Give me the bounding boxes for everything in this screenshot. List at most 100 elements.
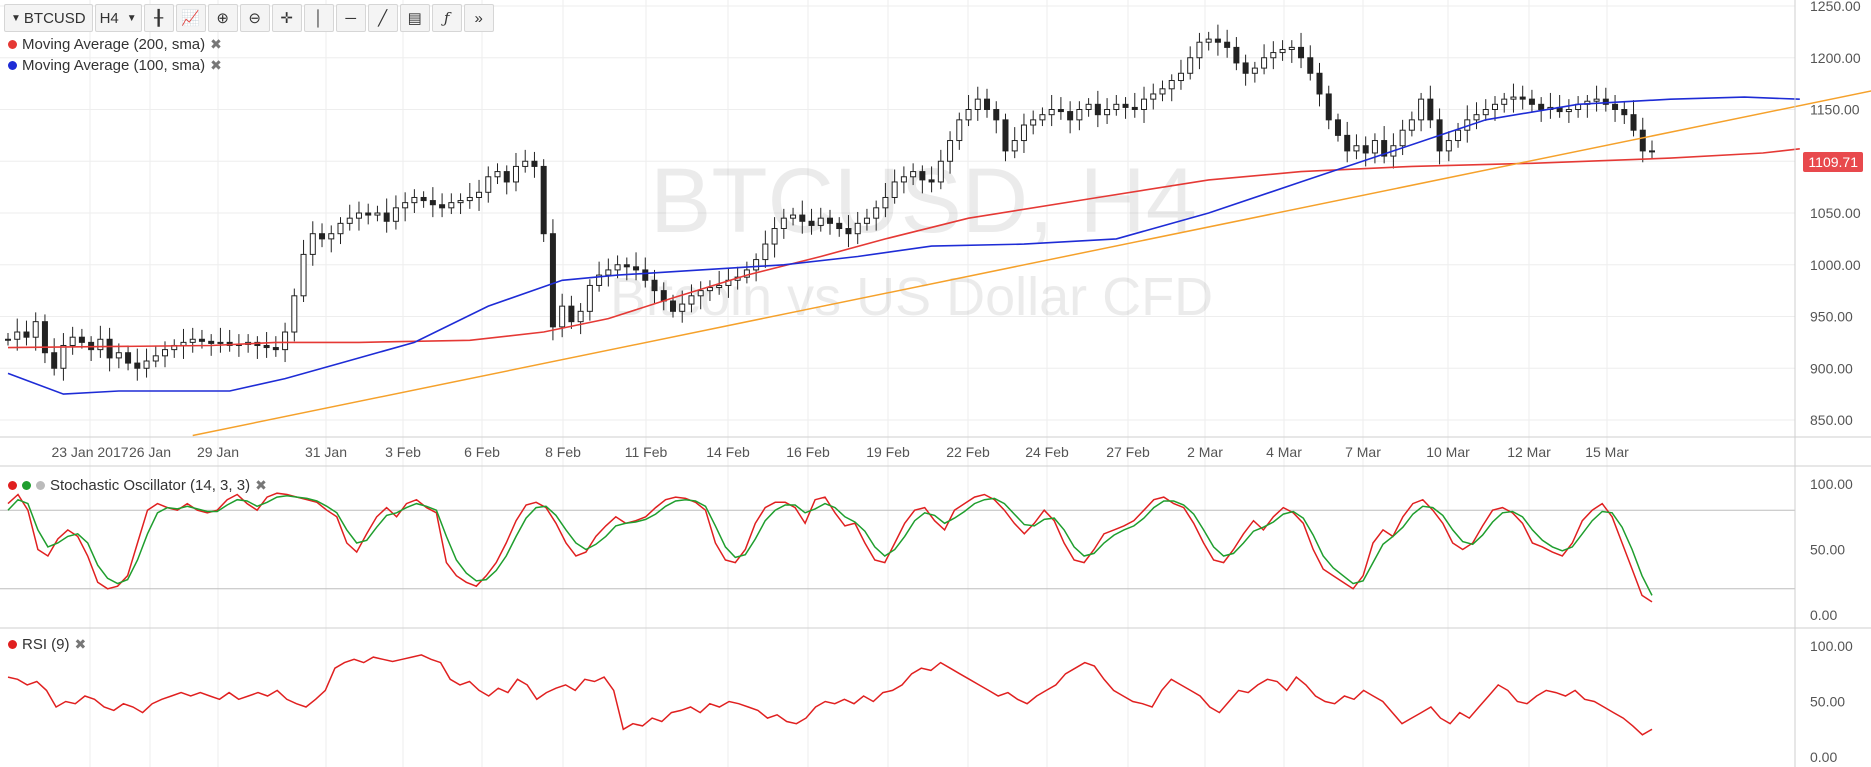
candle xyxy=(540,159,547,242)
indicators-button[interactable]: 📈 xyxy=(175,4,206,32)
candle-body xyxy=(531,160,538,167)
candle xyxy=(1455,122,1462,148)
candle xyxy=(328,225,335,253)
candle-body xyxy=(485,176,492,193)
candle xyxy=(1612,95,1619,122)
formula-icon: ƒ xyxy=(443,9,450,27)
candle xyxy=(780,208,787,239)
candle xyxy=(1575,96,1582,118)
candle xyxy=(993,101,1000,134)
legend-ma200[interactable]: Moving Average (200, sma) ✖ xyxy=(8,36,222,53)
candle-body xyxy=(937,160,944,183)
candle xyxy=(235,334,242,357)
candle xyxy=(1639,117,1646,163)
watermark-subtitle: Bitcoin vs US Dollar CFD xyxy=(610,267,1213,327)
candle xyxy=(1205,31,1212,51)
candle xyxy=(1381,126,1388,164)
remove-rsi-icon[interactable]: ✖ xyxy=(74,636,87,652)
candle-body xyxy=(125,352,132,364)
x-tick-label: 15 Mar xyxy=(1585,444,1629,460)
candle-body xyxy=(282,331,289,351)
candle-body xyxy=(1048,109,1055,116)
candle xyxy=(512,152,519,192)
candle-body xyxy=(1187,57,1194,74)
candle xyxy=(1298,32,1305,69)
interval-select[interactable]: H4 ▼ xyxy=(94,4,142,32)
candle-body xyxy=(596,274,603,286)
candle-body xyxy=(1316,72,1323,95)
candle xyxy=(762,230,769,268)
candle-body xyxy=(476,191,483,198)
horizontal-line-button[interactable]: ─ xyxy=(335,4,366,32)
candle-body xyxy=(1141,98,1148,111)
candle xyxy=(559,293,566,338)
legend-stochastic[interactable]: Stochastic Oscillator (14, 3, 3) ✖ xyxy=(8,477,267,494)
candle xyxy=(586,279,593,321)
candle xyxy=(291,288,298,342)
candle xyxy=(420,191,427,208)
formula-button[interactable]: ƒ xyxy=(431,4,462,32)
candle-body xyxy=(1362,145,1369,154)
candle-body xyxy=(577,310,584,323)
candle-body xyxy=(1094,103,1101,116)
symbol-search-button[interactable]: ▼ BTCUSD xyxy=(4,4,93,32)
zoom-in-button[interactable]: ⊕ xyxy=(207,4,238,32)
candle xyxy=(799,200,806,234)
candle xyxy=(217,327,224,353)
price-y-tick-label: 1000.00 xyxy=(1810,257,1861,273)
candle-body xyxy=(965,109,972,121)
candle xyxy=(900,166,907,194)
candle xyxy=(51,338,58,376)
candle xyxy=(1067,101,1074,134)
candle xyxy=(1630,100,1637,137)
candle-body xyxy=(152,355,159,362)
candle-body xyxy=(891,181,898,198)
remove-ma200-icon[interactable]: ✖ xyxy=(210,36,222,52)
candle-body xyxy=(651,279,658,292)
x-tick-label: 22 Feb xyxy=(946,444,990,460)
candle xyxy=(41,314,48,364)
candle xyxy=(1408,111,1415,137)
candle-body xyxy=(753,259,760,271)
candle xyxy=(411,189,418,213)
x-tick-label: 14 Feb xyxy=(706,444,750,460)
more-tools-button[interactable]: » xyxy=(463,4,494,32)
remove-stoch-icon[interactable]: ✖ xyxy=(255,477,267,493)
x-tick-label: 8 Feb xyxy=(545,444,581,460)
rsi-label: RSI (9) xyxy=(22,636,70,653)
candle xyxy=(891,169,898,204)
fib-button[interactable]: ▤ xyxy=(399,4,430,32)
candle-body xyxy=(143,360,150,369)
x-tick-label: 2 Mar xyxy=(1187,444,1223,460)
candle-body xyxy=(1020,124,1027,142)
candle-body xyxy=(383,212,390,222)
candle-body xyxy=(697,290,704,297)
candle-body xyxy=(1325,93,1332,121)
candle xyxy=(1076,101,1083,131)
trend-line-button[interactable]: ╱ xyxy=(367,4,398,32)
vertical-line-button[interactable]: │ xyxy=(303,4,334,32)
candle-body xyxy=(1205,38,1212,43)
candle-body xyxy=(1085,103,1092,110)
legend-rsi[interactable]: RSI (9) ✖ xyxy=(8,636,86,653)
candle-body xyxy=(919,171,926,181)
candle xyxy=(771,217,778,258)
candle xyxy=(1141,86,1148,123)
remove-ma100-icon[interactable]: ✖ xyxy=(210,57,222,73)
candle xyxy=(1187,46,1194,80)
candle xyxy=(466,182,473,209)
candle xyxy=(171,339,178,358)
crosshair-button[interactable]: ✛ xyxy=(271,4,302,32)
candle-body xyxy=(1076,109,1083,121)
candle xyxy=(457,193,464,215)
legend-ma100[interactable]: Moving Average (100, sma) ✖ xyxy=(8,57,222,74)
candle xyxy=(402,192,409,222)
candle xyxy=(1491,96,1498,121)
zoom-out-button[interactable]: ⊖ xyxy=(239,4,270,32)
candle-body xyxy=(1039,114,1046,121)
candle xyxy=(1593,85,1600,112)
candle xyxy=(522,149,529,173)
bar-style-button[interactable]: ╂ xyxy=(143,4,174,32)
candle xyxy=(1030,110,1037,135)
candle-body xyxy=(669,300,676,312)
